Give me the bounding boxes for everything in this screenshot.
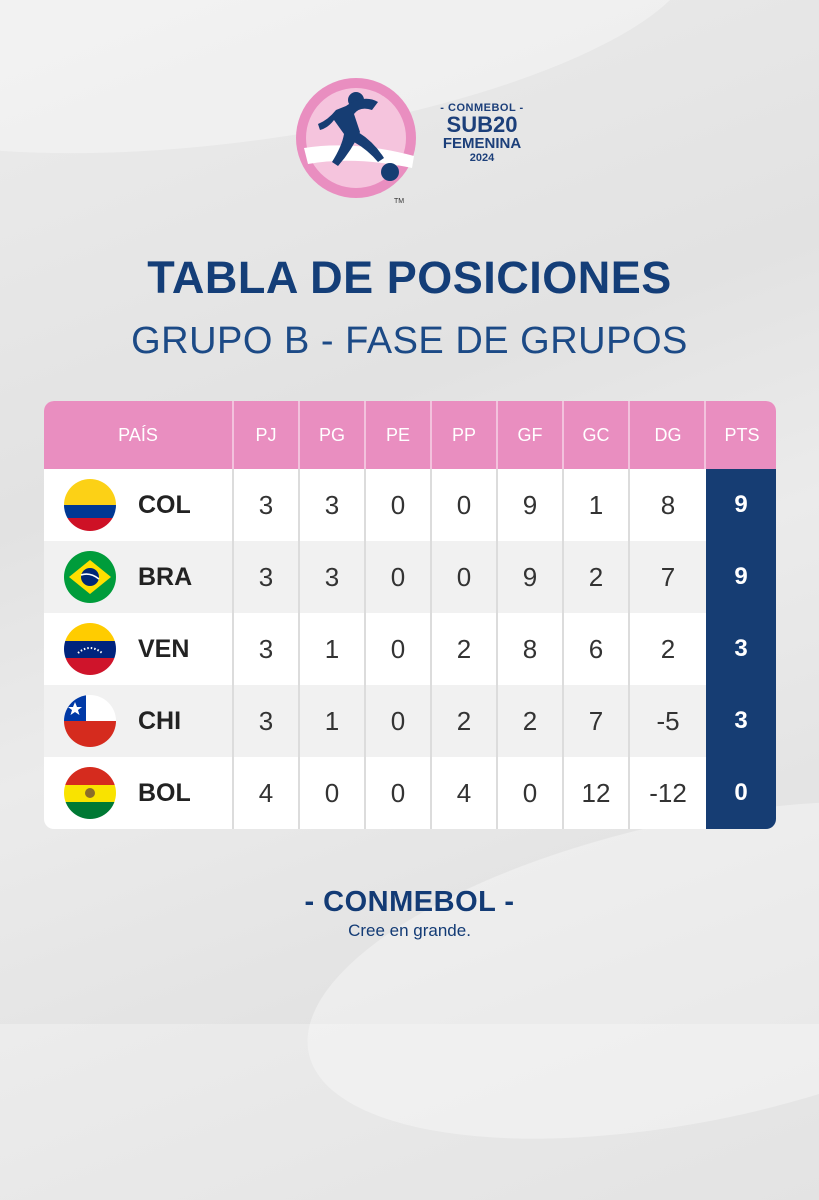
country-code: BRA bbox=[138, 563, 193, 591]
country-code: CHI bbox=[138, 707, 182, 735]
header-gf: GF bbox=[496, 401, 562, 469]
player-silhouette-icon bbox=[296, 78, 416, 198]
cell-pg: 1 bbox=[298, 613, 364, 685]
cell-gc: 7 bbox=[562, 685, 628, 757]
cell-pts: 0 bbox=[734, 779, 748, 806]
table-row: BOL 4 0 0 4 0 12 -12 bbox=[44, 757, 706, 829]
cell-gf: 0 bbox=[496, 757, 562, 829]
cell-dg: 2 bbox=[628, 613, 706, 685]
cell-pe: 0 bbox=[364, 757, 430, 829]
chile-flag-icon bbox=[64, 695, 116, 747]
cell-gc: 6 bbox=[562, 613, 628, 685]
standings-table: PAÍS PJ PG PE PP GF GC DG PTS COL 3 3 0 … bbox=[44, 401, 776, 829]
points-column-bg bbox=[706, 469, 776, 829]
cell-pts: 9 bbox=[734, 491, 748, 518]
cell-dg: -12 bbox=[628, 757, 706, 829]
cell-dg: 8 bbox=[628, 469, 706, 541]
cell-gf: 2 bbox=[496, 685, 562, 757]
page-subtitle: GRUPO B - FASE DE GRUPOS bbox=[131, 320, 688, 362]
cell-pp: 0 bbox=[430, 541, 496, 613]
colombia-flag-icon bbox=[64, 479, 116, 531]
cell-pj: 3 bbox=[232, 685, 298, 757]
cell-dg: 7 bbox=[628, 541, 706, 613]
country-code: COL bbox=[138, 491, 191, 519]
conmebol-logo-text: - CONMEBOL - bbox=[304, 886, 515, 918]
cell-pe: 0 bbox=[364, 469, 430, 541]
cell-gc: 1 bbox=[562, 469, 628, 541]
cell-gc: 2 bbox=[562, 541, 628, 613]
header-pe: PE bbox=[364, 401, 430, 469]
table-header: PAÍS PJ PG PE PP GF GC DG PTS bbox=[44, 401, 776, 469]
cell-pg: 0 bbox=[298, 757, 364, 829]
logo-year-text: 2024 bbox=[469, 152, 495, 164]
cell-pp: 0 bbox=[430, 469, 496, 541]
country-code: BOL bbox=[138, 779, 191, 807]
header-dg: DG bbox=[628, 401, 706, 469]
cell-gf: 9 bbox=[496, 469, 562, 541]
tagline: Cree en grande. bbox=[348, 921, 471, 940]
cell-pp: 2 bbox=[430, 685, 496, 757]
cell-dg: -5 bbox=[628, 685, 706, 757]
cell-pe: 0 bbox=[364, 613, 430, 685]
brazil-flag-icon bbox=[64, 551, 116, 603]
cell-pts: 9 bbox=[734, 563, 748, 590]
cell-pg: 3 bbox=[298, 469, 364, 541]
header-pts: PTS bbox=[704, 401, 776, 469]
country-code: VEN bbox=[138, 635, 190, 663]
page-title: TABLA DE POSICIONES bbox=[147, 252, 672, 303]
bolivia-flag-icon bbox=[64, 767, 116, 819]
logo-conmebol-text: - CONMEBOL - bbox=[440, 102, 524, 114]
header-pais: PAÍS bbox=[118, 425, 158, 445]
cell-gf: 8 bbox=[496, 613, 562, 685]
trademark: TM bbox=[394, 198, 405, 205]
cell-pj: 3 bbox=[232, 541, 298, 613]
cell-pts: 3 bbox=[734, 635, 748, 662]
cell-pe: 0 bbox=[364, 685, 430, 757]
header-pp: PP bbox=[430, 401, 496, 469]
cell-gc: 12 bbox=[562, 757, 628, 829]
tournament-logo: - CONMEBOL - SUB20 FEMENINA 2024 TM bbox=[290, 76, 540, 216]
header-gc: GC bbox=[562, 401, 628, 469]
table-row: BRA 3 3 0 0 9 2 7 bbox=[44, 541, 706, 613]
table-row: CHI 3 1 0 2 2 7 -5 bbox=[44, 685, 706, 757]
cell-pp: 2 bbox=[430, 613, 496, 685]
cell-pj: 3 bbox=[232, 469, 298, 541]
table-row: VEN 3 1 0 2 8 6 2 bbox=[44, 613, 706, 685]
cell-pj: 3 bbox=[232, 613, 298, 685]
cell-pts: 3 bbox=[734, 707, 748, 734]
cell-pg: 3 bbox=[298, 541, 364, 613]
header-pg: PG bbox=[298, 401, 364, 469]
venezuela-flag-icon bbox=[64, 623, 116, 675]
logo-femenina-text: FEMENINA bbox=[442, 135, 522, 152]
cell-pp: 4 bbox=[430, 757, 496, 829]
header-pj: PJ bbox=[232, 401, 298, 469]
cell-gf: 9 bbox=[496, 541, 562, 613]
table-row: COL 3 3 0 0 9 1 8 bbox=[44, 469, 776, 541]
cell-pg: 1 bbox=[298, 685, 364, 757]
logo-sub20-text: SUB20 bbox=[446, 112, 518, 137]
cell-pj: 4 bbox=[232, 757, 298, 829]
footer-brand: - CONMEBOL - Cree en grande. bbox=[0, 886, 819, 941]
cell-pe: 0 bbox=[364, 541, 430, 613]
